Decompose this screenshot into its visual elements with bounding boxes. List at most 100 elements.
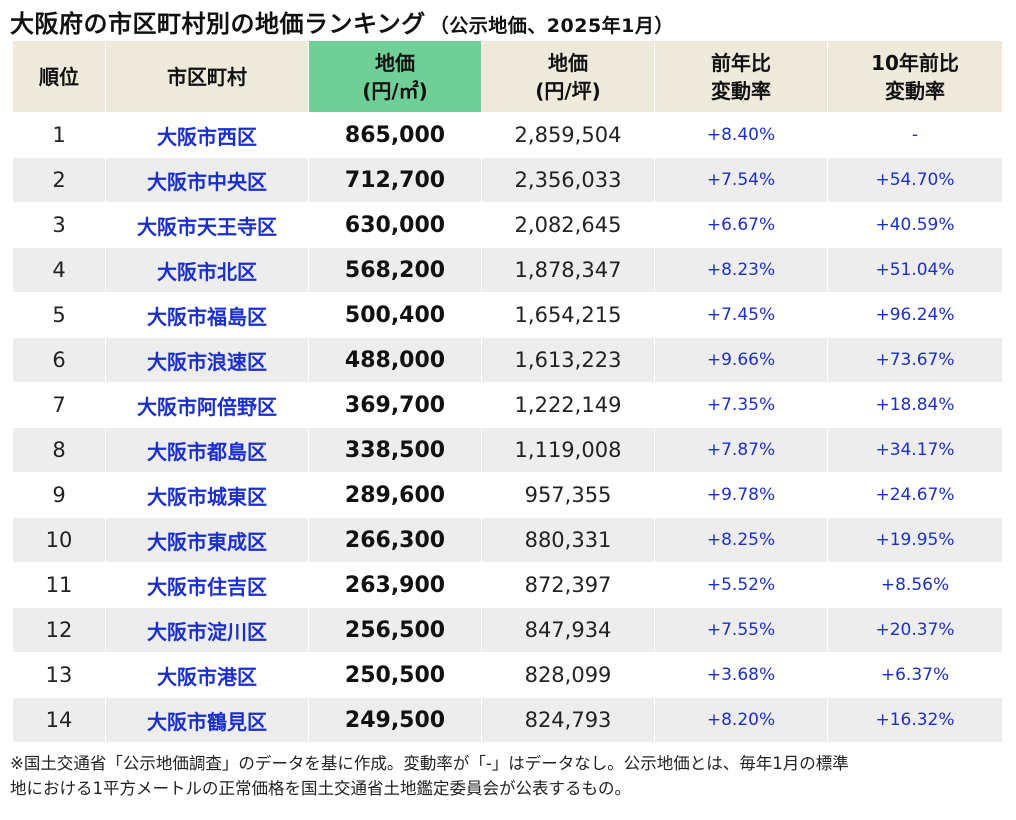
price-m2-cell: 712,700 <box>308 157 482 203</box>
yoy-change-cell: +6.67% <box>654 202 828 248</box>
yoy-change-cell: +7.87% <box>654 427 828 473</box>
rank-cell: 10 <box>12 517 106 563</box>
city-cell[interactable]: 大阪市都島区 <box>105 427 309 473</box>
footnote: ※国土交通省「公示地価調査」のデータを基に作成。変動率が「-」はデータなし。公示… <box>10 751 1006 801</box>
table-row: 13 大阪市港区 250,500 828,099 +3.68% +6.37% <box>12 652 1003 698</box>
table-row: 9 大阪市城東区 289,600 957,355 +9.78% +24.67% <box>12 472 1003 518</box>
price-m2-cell: 256,500 <box>308 607 482 653</box>
price-tsubo-cell: 872,397 <box>481 562 655 608</box>
header-rank: 順位 <box>12 40 106 113</box>
price-m2-cell: 249,500 <box>308 697 482 743</box>
table-row: 7 大阪市阿倍野区 369,700 1,222,149 +7.35% +18.84% <box>12 382 1003 428</box>
price-tsubo-cell: 1,654,215 <box>481 292 655 338</box>
price-tsubo-cell: 2,859,504 <box>481 112 655 158</box>
header-yoy-change: 前年比 変動率 <box>654 40 828 113</box>
city-cell[interactable]: 大阪市中央区 <box>105 157 309 203</box>
price-m2-cell: 338,500 <box>308 427 482 473</box>
yoy-change-cell: +9.78% <box>654 472 828 518</box>
rank-cell: 12 <box>12 607 106 653</box>
price-tsubo-cell: 1,119,008 <box>481 427 655 473</box>
yoy-change-cell: +7.54% <box>654 157 828 203</box>
ten-year-change-cell: +40.59% <box>827 202 1003 248</box>
rank-cell: 7 <box>12 382 106 428</box>
table-row: 10 大阪市東成区 266,300 880,331 +8.25% +19.95% <box>12 517 1003 563</box>
yoy-change-cell: +7.35% <box>654 382 828 428</box>
rank-cell: 4 <box>12 247 106 293</box>
ranking-table: 順位 市区町村 地価 (円/㎡) 地価 (円/坪) 前年比 変動率 10年前比 … <box>12 40 1003 743</box>
title-main: 大阪府の市区町村別の地価ランキング <box>10 10 426 38</box>
ten-year-change-cell: +34.17% <box>827 427 1003 473</box>
table-row: 4 大阪市北区 568,200 1,878,347 +8.23% +51.04% <box>12 247 1003 293</box>
city-cell[interactable]: 大阪市福島区 <box>105 292 309 338</box>
price-tsubo-cell: 824,793 <box>481 697 655 743</box>
price-m2-cell: 289,600 <box>308 472 482 518</box>
rank-cell: 1 <box>12 112 106 158</box>
rank-cell: 6 <box>12 337 106 383</box>
price-m2-cell: 369,700 <box>308 382 482 428</box>
header-city: 市区町村 <box>105 40 309 113</box>
ten-year-change-cell: +6.37% <box>827 652 1003 698</box>
table-row: 12 大阪市淀川区 256,500 847,934 +7.55% +20.37% <box>12 607 1003 653</box>
ten-year-change-cell: +51.04% <box>827 247 1003 293</box>
ten-year-change-cell: +73.67% <box>827 337 1003 383</box>
table-row: 6 大阪市浪速区 488,000 1,613,223 +9.66% +73.67% <box>12 337 1003 383</box>
price-tsubo-cell: 1,613,223 <box>481 337 655 383</box>
title-subtitle: （公示地価、2025年1月） <box>429 15 674 37</box>
rank-cell: 13 <box>12 652 106 698</box>
yoy-change-cell: +8.25% <box>654 517 828 563</box>
header-10yr-change: 10年前比 変動率 <box>827 40 1003 113</box>
table-row: 11 大阪市住吉区 263,900 872,397 +5.52% +8.56% <box>12 562 1003 608</box>
ten-year-change-cell: +20.37% <box>827 607 1003 653</box>
price-tsubo-cell: 880,331 <box>481 517 655 563</box>
table-row: 2 大阪市中央区 712,700 2,356,033 +7.54% +54.70% <box>12 157 1003 203</box>
city-cell[interactable]: 大阪市阿倍野区 <box>105 382 309 428</box>
yoy-change-cell: +8.40% <box>654 112 828 158</box>
city-cell[interactable]: 大阪市西区 <box>105 112 309 158</box>
city-cell[interactable]: 大阪市城東区 <box>105 472 309 518</box>
table-row: 1 大阪市西区 865,000 2,859,504 +8.40% - <box>12 112 1003 158</box>
city-cell[interactable]: 大阪市北区 <box>105 247 309 293</box>
price-m2-cell: 500,400 <box>308 292 482 338</box>
header-price-tsubo: 地価 (円/坪) <box>481 40 655 113</box>
city-cell[interactable]: 大阪市港区 <box>105 652 309 698</box>
price-tsubo-cell: 847,934 <box>481 607 655 653</box>
rank-cell: 8 <box>12 427 106 473</box>
city-cell[interactable]: 大阪市東成区 <box>105 517 309 563</box>
page-title: 大阪府の市区町村別の地価ランキング （公示地価、2025年1月） <box>10 4 674 39</box>
rank-cell: 5 <box>12 292 106 338</box>
rank-cell: 3 <box>12 202 106 248</box>
rank-cell: 9 <box>12 472 106 518</box>
city-cell[interactable]: 大阪市住吉区 <box>105 562 309 608</box>
rank-cell: 2 <box>12 157 106 203</box>
header-price-m2: 地価 (円/㎡) <box>308 40 482 113</box>
ten-year-change-cell: +54.70% <box>827 157 1003 203</box>
city-cell[interactable]: 大阪市浪速区 <box>105 337 309 383</box>
price-m2-cell: 263,900 <box>308 562 482 608</box>
table-header: 順位 市区町村 地価 (円/㎡) 地価 (円/坪) 前年比 変動率 10年前比 … <box>12 40 1003 113</box>
price-m2-cell: 266,300 <box>308 517 482 563</box>
yoy-change-cell: +7.55% <box>654 607 828 653</box>
footnote-line-2: 地における1平方メートルの正常価格を国土交通省土地鑑定委員会が公表するもの。 <box>10 779 631 798</box>
price-tsubo-cell: 1,878,347 <box>481 247 655 293</box>
price-tsubo-cell: 1,222,149 <box>481 382 655 428</box>
price-tsubo-cell: 957,355 <box>481 472 655 518</box>
price-tsubo-cell: 828,099 <box>481 652 655 698</box>
price-m2-cell: 568,200 <box>308 247 482 293</box>
city-cell[interactable]: 大阪市淀川区 <box>105 607 309 653</box>
yoy-change-cell: +8.20% <box>654 697 828 743</box>
price-tsubo-cell: 2,082,645 <box>481 202 655 248</box>
ten-year-change-cell: +16.32% <box>827 697 1003 743</box>
table-row: 5 大阪市福島区 500,400 1,654,215 +7.45% +96.24% <box>12 292 1003 338</box>
yoy-change-cell: +7.45% <box>654 292 828 338</box>
city-cell[interactable]: 大阪市鶴見区 <box>105 697 309 743</box>
ten-year-change-cell: +18.84% <box>827 382 1003 428</box>
rank-cell: 14 <box>12 697 106 743</box>
ten-year-change-cell: +96.24% <box>827 292 1003 338</box>
city-cell[interactable]: 大阪市天王寺区 <box>105 202 309 248</box>
table-row: 8 大阪市都島区 338,500 1,119,008 +7.87% +34.17% <box>12 427 1003 473</box>
price-m2-cell: 250,500 <box>308 652 482 698</box>
yoy-change-cell: +5.52% <box>654 562 828 608</box>
rank-cell: 11 <box>12 562 106 608</box>
ten-year-change-cell: +19.95% <box>827 517 1003 563</box>
price-tsubo-cell: 2,356,033 <box>481 157 655 203</box>
